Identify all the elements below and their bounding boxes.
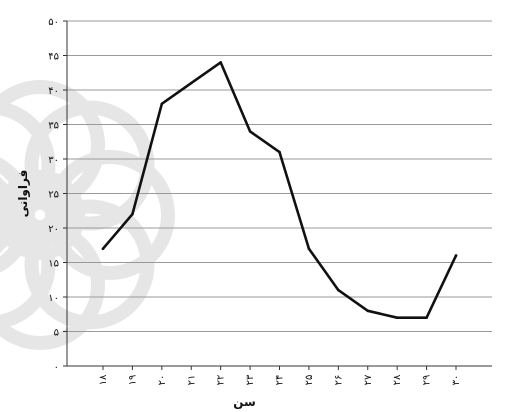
x-tick-label: ۲۲ (216, 375, 227, 386)
x-axis-label: سن (233, 395, 256, 409)
y-tick-label: ۳۵ (48, 121, 59, 132)
data-point (248, 130, 252, 133)
data-point (395, 316, 399, 320)
data-point (101, 247, 105, 250)
data-point (337, 288, 340, 292)
watermark-ring (0, 170, 85, 260)
x-tick-label: ۱۹ (127, 375, 138, 386)
x-tick-label: ۲۸ (392, 374, 403, 385)
watermark-petal (24, 100, 155, 231)
grid-lines (67, 20, 492, 367)
x-tick-label: ۲۵ (304, 375, 315, 386)
x-tick-label: ۲۶ (333, 375, 344, 386)
data-point (219, 61, 222, 64)
series-group (101, 61, 458, 320)
y-tick-label: ۱۵ (48, 259, 59, 270)
data-point (366, 309, 370, 313)
x-tick-label: ۳۰ (451, 375, 462, 386)
y-tick-label: ۰ (54, 362, 59, 373)
data-point (189, 81, 193, 85)
x-tick-label: ۲۹ (422, 375, 433, 386)
y-tick-label: ۲۵ (48, 190, 59, 201)
x-tick-label: ۲۳ (245, 374, 256, 385)
x-tick-label: ۲۷ (363, 374, 374, 385)
x-tick-label: ۲۱ (186, 375, 197, 386)
y-tick-label: ۳۰ (48, 155, 59, 166)
y-tick-label: ۵ (54, 328, 59, 339)
x-tick-label: ۲۰ (157, 375, 168, 386)
watermark-petal (0, 200, 56, 329)
y-tick-label: ۲۰ (48, 224, 59, 235)
watermark-ornament (0, 80, 175, 350)
data-point (131, 212, 134, 216)
data-point (307, 247, 311, 250)
y-tick-label: ۴۵ (48, 52, 59, 63)
data-point (454, 254, 458, 257)
y-tick-label: ۴۰ (48, 86, 59, 97)
x-tick-labels: ۱۸ ۱۹ ۲۰ ۲۱ ۲۲ ۲۳ ۲۴ ۲۵ ۲۶ ۲۷ ۲۸ ۲۹ ۳۰ (98, 366, 462, 385)
y-tick-label: ۱۰ (48, 293, 59, 304)
y-tick-labels: ۰ ۵ ۱۰ ۱۵ ۲۰ ۲۵ ۳۰ ۳۵ ۴۰ ۴۵ ۵۰ (48, 17, 67, 373)
watermark-petal (0, 101, 56, 230)
data-point (160, 102, 164, 106)
data-point (278, 150, 281, 154)
x-tick-label: ۱۸ (98, 374, 109, 385)
y-axis-label: فراوانی (16, 170, 31, 218)
data-point (425, 316, 428, 320)
y-tick-label: ۵۰ (48, 17, 59, 28)
x-tick-label: ۲۴ (275, 375, 286, 386)
